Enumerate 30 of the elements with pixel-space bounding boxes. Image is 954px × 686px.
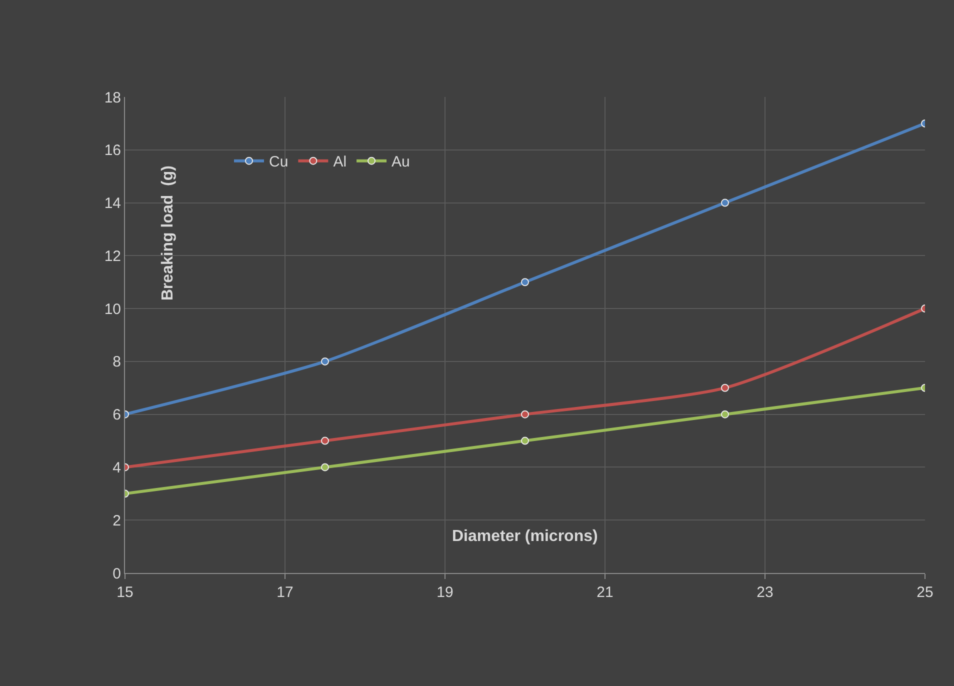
y-axis-title: Breaking load (g) xyxy=(159,166,176,301)
y-tick-label: 6 xyxy=(112,406,121,424)
x-axis-title: Diameter (microns) xyxy=(452,528,598,545)
y-tick-label: 12 xyxy=(104,248,121,265)
y-tick-label: 14 xyxy=(104,195,121,212)
y-tick-label: 16 xyxy=(104,142,121,160)
x-tick-label: 19 xyxy=(436,584,454,601)
legend-label: Au xyxy=(392,154,410,171)
x-tick-label: 23 xyxy=(756,584,774,601)
x-tick-label: 17 xyxy=(276,584,294,601)
y-tick-label: 0 xyxy=(112,565,121,582)
y-tick-label: 4 xyxy=(112,459,121,476)
x-tick-label: 25 xyxy=(916,584,934,601)
y-tick-label: 18 xyxy=(104,89,121,106)
point xyxy=(521,410,529,418)
point xyxy=(321,463,329,472)
legend-label: Cu xyxy=(269,154,288,171)
point xyxy=(321,436,329,445)
x-tick-label: 15 xyxy=(116,584,134,601)
y-tick-label: 2 xyxy=(112,512,121,530)
x-tick-label: 21 xyxy=(596,584,614,601)
point xyxy=(521,278,529,286)
point xyxy=(521,436,529,445)
point xyxy=(721,198,729,207)
legend-label: Al xyxy=(333,154,347,171)
y-tick-label: 8 xyxy=(112,354,121,371)
y-tick-label: 10 xyxy=(104,300,121,318)
point xyxy=(721,410,729,418)
point xyxy=(721,384,729,392)
point xyxy=(321,357,329,366)
